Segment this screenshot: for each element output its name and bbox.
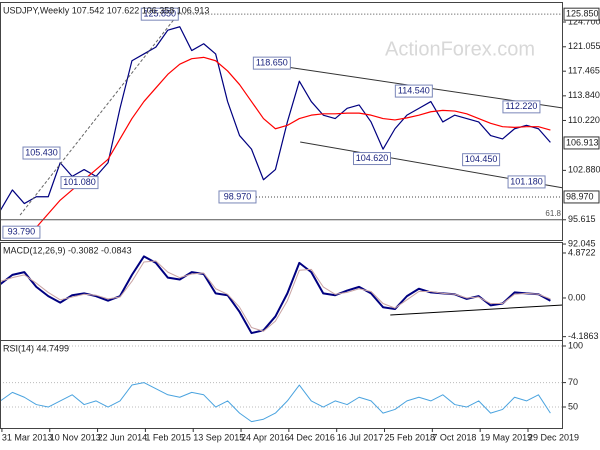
panel-plot	[0, 345, 563, 423]
series-line	[0, 26, 551, 211]
y-tick-label: 100	[568, 340, 583, 350]
level-label: 98.970	[566, 191, 594, 201]
level-label-box	[563, 7, 600, 21]
panel-border	[0, 2, 563, 241]
annotation-label: 93.790	[8, 227, 36, 237]
annotation-box	[462, 153, 501, 167]
panel-title: RSI(14) 44.7499	[3, 343, 69, 353]
x-tick-label: 1 Feb 2015	[145, 432, 191, 442]
y-tick-label: 0.00	[568, 292, 586, 302]
y-tick-label: 92.045	[568, 238, 596, 248]
level-label: 106.913	[566, 137, 599, 147]
trend-line	[390, 304, 563, 316]
trend-line	[19, 11, 181, 216]
y-tick-label: 50	[568, 401, 578, 411]
level-label: 125.850	[566, 9, 599, 19]
x-tick-label: 4 Dec 2016	[289, 432, 335, 442]
panel-plot	[0, 255, 563, 335]
annotation-label: 104.620	[356, 153, 389, 163]
x-tick-label: 13 Sep 2015	[193, 432, 244, 442]
annotation-box	[60, 176, 99, 190]
y-tick-label: 95.615	[568, 214, 596, 224]
panel-plot: 125.850 118.650 114.540 112.220 105.430 104.6…	[0, 7, 563, 239]
level-note: 61.8	[545, 209, 561, 218]
annotation-box	[507, 175, 546, 189]
annotation-label: 105.430	[25, 147, 58, 157]
annotation-label: 101.180	[510, 176, 543, 186]
annotation-label: 114.540	[398, 85, 430, 95]
level-label-box	[563, 190, 600, 204]
y-tick-label: 124.700	[568, 16, 600, 26]
y-tick-label: 117.465	[568, 66, 600, 76]
annotation-label: 125.850	[143, 9, 176, 19]
x-tick-label: 29 Dec 2019	[528, 432, 579, 442]
series-line	[0, 382, 551, 423]
y-tick-label: 4.8722	[568, 247, 596, 257]
y-tick-label: 113.840	[568, 90, 600, 100]
watermark: ActionForex.com	[385, 38, 535, 60]
x-tick-label: 10 Nov 2013	[50, 432, 101, 442]
x-tick-label: 7 Oct 2018	[432, 432, 476, 442]
annotation-box	[502, 100, 541, 114]
level-label-box	[563, 136, 600, 150]
annotation-box	[252, 56, 291, 70]
annotation-label: 98.970	[224, 191, 252, 201]
y-tick-label: 70	[568, 377, 578, 387]
panel-title: MACD(12,26,9) -0.3082 -0.0843	[3, 245, 132, 255]
series-line	[0, 260, 551, 332]
x-tick-label: 24 Apr 2016	[241, 432, 290, 442]
annotation-box	[2, 225, 41, 239]
panel-title: USDJPY,Weekly 107.542 107.622 106.358 10…	[3, 5, 209, 15]
x-tick-label: 25 Feb 2018	[385, 432, 436, 442]
annotation-label: 104.450	[465, 154, 498, 164]
annotation-box	[22, 146, 61, 160]
series-line	[23, 56, 551, 239]
panel-border	[0, 340, 563, 429]
annotation-box	[352, 152, 391, 166]
y-tick-label: 102.880	[568, 165, 600, 175]
annotation-label: 118.650	[256, 58, 288, 68]
x-tick-label: 19 May 2019	[480, 432, 532, 442]
y-tick-label: 110.220	[568, 115, 600, 125]
annotation-label: 101.080	[63, 177, 96, 187]
annotation-box	[394, 84, 433, 98]
y-tick-label: 121.055	[568, 41, 600, 51]
x-tick-label: 22 Jun 2014	[98, 432, 148, 442]
x-tick-label: 31 Mar 2013	[2, 432, 53, 442]
annotation-label: 112.220	[506, 101, 538, 111]
y-tick-label: -4.1863	[568, 331, 599, 341]
x-tick-label: 16 Jul 2017	[337, 432, 384, 442]
